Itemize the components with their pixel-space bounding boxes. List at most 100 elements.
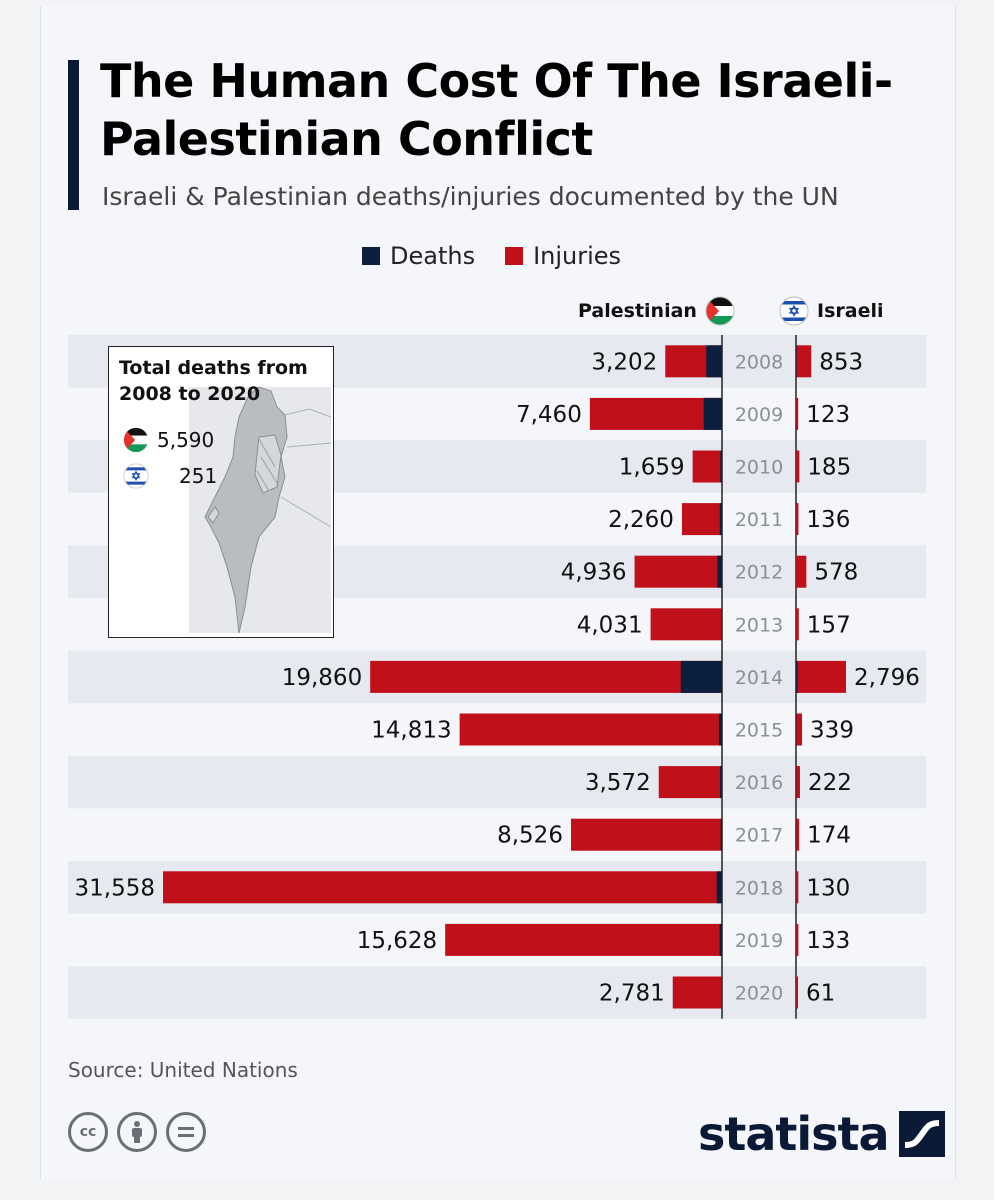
legend-label-injuries: Injuries	[533, 242, 622, 270]
data-label-palestinian: 4,936	[561, 560, 627, 586]
year-label: 2020	[735, 983, 783, 1005]
total-deaths-inset: Total deaths from 2008 to 2020 5,590	[108, 346, 334, 638]
bar-palestinian-injuries	[672, 976, 722, 1009]
row-band	[68, 966, 926, 1019]
bar-israeli-deaths	[796, 345, 797, 378]
legend-item-deaths: Deaths	[362, 242, 475, 270]
bar-israeli-injuries	[796, 555, 807, 588]
chart-svg: 3,202 2008 853 7,460 2009 123 1,659 2010 185 2,26…	[68, 335, 926, 1019]
data-label-israeli: 123	[806, 402, 850, 428]
data-label-israeli: 61	[806, 981, 835, 1007]
bar-palestinian-injuries	[370, 660, 722, 693]
data-label-palestinian: 3,202	[591, 349, 657, 375]
palestinian-column-label: Palestinian	[578, 300, 697, 322]
bar-palestinian-deaths	[719, 503, 722, 536]
palestinian-flag-icon	[123, 427, 149, 453]
data-label-israeli: 185	[807, 455, 851, 481]
data-label-israeli: 157	[807, 612, 851, 638]
year-label: 2009	[735, 404, 783, 426]
inset-palestinian-total: 5,590	[157, 428, 215, 452]
bar-palestinian-injuries	[163, 871, 722, 904]
bar-israeli-deaths	[796, 660, 798, 693]
year-label: 2019	[735, 930, 783, 952]
title-accent-bar	[68, 60, 79, 210]
year-label: 2010	[735, 457, 783, 479]
bar-palestinian-injuries	[650, 608, 722, 641]
data-label-israeli: 136	[806, 507, 850, 533]
bar-palestinian-injuries	[570, 818, 722, 851]
data-label-palestinian: 31,558	[75, 875, 155, 901]
bar-palestinian-injuries	[634, 555, 722, 588]
year-label: 2014	[735, 667, 783, 689]
data-label-palestinian: 8,526	[497, 823, 563, 849]
israeli-column-label: Israeli	[817, 300, 884, 322]
data-label-palestinian: 19,860	[282, 665, 362, 691]
legend: Deaths Injuries	[362, 240, 621, 272]
data-label-israeli: 174	[807, 823, 851, 849]
chart-subtitle: Israeli & Palestinian deaths/injuries do…	[102, 182, 839, 211]
inset-title: Total deaths from 2008 to 2020	[119, 357, 308, 405]
palestinian-flag-icon	[705, 296, 735, 326]
bar-palestinian-deaths	[680, 660, 722, 693]
bar-israeli-injuries	[796, 397, 799, 430]
bar-israeli-injuries	[796, 766, 800, 799]
inset-israeli-total: 251	[179, 464, 218, 488]
bar-palestinian-deaths	[720, 450, 722, 483]
bar-israeli-injuries	[796, 923, 799, 956]
bar-palestinian-injuries	[658, 766, 722, 799]
data-label-israeli: 2,796	[854, 665, 920, 691]
bar-palestinian-deaths	[721, 608, 722, 641]
bar-palestinian-injuries	[445, 923, 722, 956]
data-label-israeli: 339	[810, 718, 854, 744]
source-note: Source: United Nations	[68, 1058, 298, 1082]
year-label: 2018	[735, 877, 783, 899]
bar-palestinian-deaths	[706, 345, 722, 378]
year-label: 2015	[735, 720, 783, 742]
bar-israeli-injuries	[796, 818, 800, 851]
data-label-palestinian: 2,781	[599, 981, 665, 1007]
israeli-column-header: Israeli	[779, 296, 883, 326]
year-label: 2017	[735, 825, 783, 847]
inset-row-palestinian: 5,590	[123, 425, 214, 455]
year-label: 2011	[735, 509, 783, 531]
legend-swatch-deaths	[362, 247, 380, 265]
data-label-palestinian: 1,659	[619, 455, 685, 481]
statista-logo[interactable]: statista	[698, 1104, 945, 1164]
inset-row-israeli: 251	[123, 461, 217, 491]
bar-israeli-injuries	[796, 871, 799, 904]
bar-palestinian-deaths	[720, 818, 722, 851]
bar-palestinian-injuries	[589, 397, 722, 430]
bar-palestinian-deaths	[719, 923, 722, 956]
bar-israeli-injuries	[796, 660, 846, 693]
legend-label-deaths: Deaths	[390, 242, 476, 270]
data-label-israeli: 222	[808, 770, 852, 796]
bar-israeli-injuries	[796, 345, 812, 378]
bar-israeli-injuries	[796, 713, 803, 746]
data-label-palestinian: 3,572	[585, 770, 651, 796]
bar-palestinian-deaths	[703, 397, 722, 430]
bar-israeli-injuries	[796, 608, 799, 641]
attribution-icon[interactable]	[117, 1112, 157, 1152]
israeli-flag-icon	[123, 463, 149, 489]
creative-commons-icon[interactable]: cc	[68, 1112, 108, 1152]
data-label-palestinian: 2,260	[608, 507, 674, 533]
data-label-palestinian: 14,813	[371, 718, 451, 744]
data-label-palestinian: 4,031	[577, 612, 643, 638]
statista-logo-icon	[898, 1111, 945, 1157]
data-label-palestinian: 15,628	[357, 928, 437, 954]
data-label-israeli: 133	[806, 928, 850, 954]
license-icons: cc	[68, 1112, 206, 1152]
year-label: 2013	[735, 614, 783, 636]
row-band	[68, 755, 926, 809]
no-derivatives-icon[interactable]	[166, 1112, 206, 1152]
data-label-israeli: 853	[819, 349, 863, 375]
bar-israeli-injuries	[796, 503, 799, 536]
region-map-image	[189, 386, 332, 634]
bar-israeli-injuries	[796, 450, 800, 483]
year-label: 2008	[735, 351, 783, 373]
data-label-israeli: 130	[806, 875, 850, 901]
data-label-israeli: 578	[814, 560, 858, 586]
palestinian-column-header: Palestinian	[578, 296, 735, 326]
bar-palestinian-injuries	[681, 503, 722, 536]
bar-palestinian-injuries	[692, 450, 722, 483]
